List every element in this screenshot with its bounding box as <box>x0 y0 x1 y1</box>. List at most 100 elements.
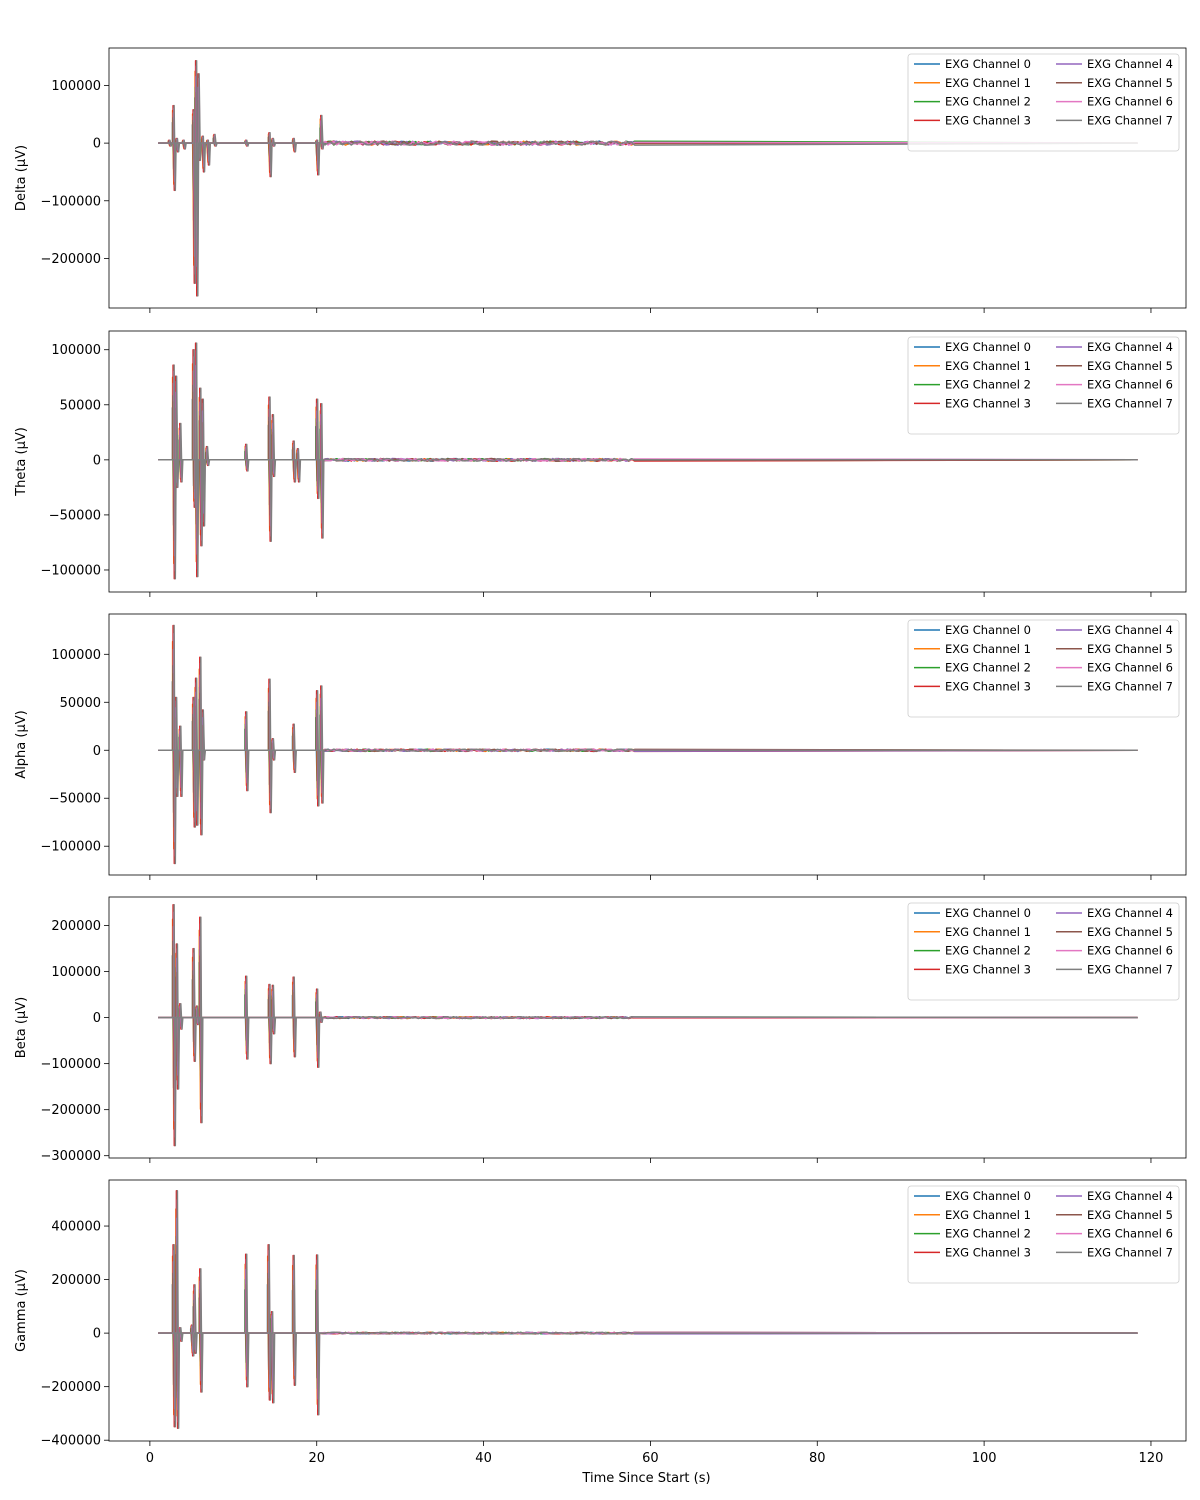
legend-entry: EXG Channel 6 <box>1087 661 1173 675</box>
legend-entry: EXG Channel 5 <box>1087 76 1173 90</box>
y-tick-label: 200000 <box>51 1273 101 1288</box>
y-axis-label: Gamma (µV) <box>14 1269 29 1352</box>
legend-entry: EXG Channel 0 <box>945 906 1031 920</box>
legend-entry: EXG Channel 0 <box>945 340 1031 354</box>
traces <box>158 624 1138 865</box>
legend-entry: EXG Channel 7 <box>1087 396 1173 410</box>
legend-entry: EXG Channel 5 <box>1087 642 1173 656</box>
legend-entry: EXG Channel 4 <box>1087 340 1173 354</box>
x-tick-label: 80 <box>809 1451 826 1466</box>
legend-entry: EXG Channel 1 <box>945 925 1031 939</box>
series-line-7 <box>158 59 1138 297</box>
legend-entry: EXG Channel 0 <box>945 623 1031 637</box>
y-tick-label: 200000 <box>51 919 101 934</box>
y-axis-label: Delta (µV) <box>14 145 29 211</box>
x-tick-label: 100 <box>972 1451 997 1466</box>
y-tick-label: −50000 <box>49 792 101 807</box>
panel-gamma: −400000 −200000 0 200000 400000 0 20 40 60 80 100 1… <box>14 1179 1187 1466</box>
x-axis-label: Time Since Start (s) <box>581 1471 710 1486</box>
axes-frame <box>108 47 1187 309</box>
legend-frame <box>907 619 1180 718</box>
legend-entry: EXG Channel 0 <box>945 1189 1031 1203</box>
x-tick-label: 40 <box>475 1451 492 1466</box>
legend-entry: EXG Channel 7 <box>1087 962 1173 976</box>
y-tick-label: 0 <box>93 1327 101 1342</box>
legend-entry: EXG Channel 3 <box>945 679 1031 693</box>
y-tick-label: 50000 <box>60 398 101 413</box>
legend-frame <box>907 336 1180 435</box>
series-line-7 <box>158 624 1138 865</box>
x-tick-label: 20 <box>308 1451 325 1466</box>
legend: EXG Channel 0 EXG Channel 1 EXG Channel 2 E… <box>907 619 1180 718</box>
y-tick-label: 100000 <box>51 648 101 663</box>
axes-frame <box>108 613 1187 876</box>
panel-delta: −200000 −100000 0 100000 Delta (µV) EXG Chann… <box>14 47 1187 313</box>
y-tick-label: −300000 <box>40 1149 101 1164</box>
legend-entry: EXG Channel 1 <box>945 1208 1031 1222</box>
y-axis-label: Theta (µV) <box>14 427 29 497</box>
traces <box>158 59 1138 297</box>
legend: EXG Channel 0 EXG Channel 1 EXG Channel 2 E… <box>907 902 1180 1001</box>
panel-alpha: −100000 −50000 0 50000 100000 Alpha (µV) EXG C… <box>14 613 1187 880</box>
legend-entry: EXG Channel 6 <box>1087 95 1173 109</box>
legend-frame <box>907 902 1180 1001</box>
legend-entry: EXG Channel 2 <box>945 378 1031 392</box>
y-tick-label: −400000 <box>40 1434 101 1449</box>
y-tick-label: −100000 <box>40 1057 101 1072</box>
x-tick-label: 120 <box>1139 1451 1164 1466</box>
y-tick-label: 50000 <box>60 696 101 711</box>
legend-entry: EXG Channel 2 <box>945 95 1031 109</box>
y-axis-label: Beta (µV) <box>14 997 29 1058</box>
traces <box>158 1189 1138 1429</box>
panel-beta: −300000 −200000 −100000 0 100000 200000 Beta (… <box>14 896 1187 1164</box>
axes-frame <box>108 896 1187 1159</box>
series-line-7 <box>158 342 1138 580</box>
y-tick-label: −100000 <box>40 840 101 855</box>
y-tick-label: 0 <box>93 453 101 468</box>
legend-entry: EXG Channel 4 <box>1087 1189 1173 1203</box>
legend-entry: EXG Channel 6 <box>1087 378 1173 392</box>
x-axis-label-group: Time Since Start (s) <box>581 1471 710 1486</box>
series-line-7 <box>158 1189 1138 1429</box>
legend-entry: EXG Channel 4 <box>1087 906 1173 920</box>
y-tick-label: −200000 <box>40 252 101 267</box>
legend-entry: EXG Channel 3 <box>945 396 1031 410</box>
y-tick-label: −200000 <box>40 1380 101 1395</box>
legend-entry: EXG Channel 4 <box>1087 57 1173 71</box>
legend: EXG Channel 0 EXG Channel 1 EXG Channel 2 E… <box>907 336 1180 435</box>
y-tick-label: −100000 <box>40 563 101 578</box>
legend-entry: EXG Channel 5 <box>1087 925 1173 939</box>
legend-entry: EXG Channel 7 <box>1087 113 1173 127</box>
y-tick-label: 400000 <box>51 1220 101 1235</box>
legend-entry: EXG Channel 5 <box>1087 359 1173 373</box>
traces <box>158 904 1138 1147</box>
legend-entry: EXG Channel 1 <box>945 359 1031 373</box>
legend-entry: EXG Channel 2 <box>945 944 1031 958</box>
y-tick-label: −100000 <box>40 194 101 209</box>
legend-entry: EXG Channel 6 <box>1087 944 1173 958</box>
legend-entry: EXG Channel 1 <box>945 642 1031 656</box>
legend-entry: EXG Channel 5 <box>1087 1208 1173 1222</box>
series-line-7 <box>158 904 1138 1147</box>
legend-entry: EXG Channel 1 <box>945 76 1031 90</box>
axes-frame <box>108 1179 1187 1442</box>
legend: EXG Channel 0 EXG Channel 1 EXG Channel 2 E… <box>907 53 1180 152</box>
legend-entry: EXG Channel 0 <box>945 57 1031 71</box>
y-tick-label: 0 <box>93 137 101 152</box>
legend-entry: EXG Channel 3 <box>945 962 1031 976</box>
legend-entry: EXG Channel 3 <box>945 113 1031 127</box>
legend-entry: EXG Channel 2 <box>945 661 1031 675</box>
legend-entry: EXG Channel 6 <box>1087 1227 1173 1241</box>
panel-theta: −100000 −50000 0 50000 100000 Theta (µV) EXG C… <box>14 330 1187 597</box>
axes-frame <box>108 330 1187 593</box>
y-tick-label: −50000 <box>49 508 101 523</box>
y-axis-label: Alpha (µV) <box>14 710 29 778</box>
legend-entry: EXG Channel 7 <box>1087 1245 1173 1259</box>
y-tick-label: 100000 <box>51 343 101 358</box>
x-tick-label: 0 <box>146 1451 154 1466</box>
traces <box>158 342 1138 580</box>
legend-entry: EXG Channel 2 <box>945 1227 1031 1241</box>
legend-entry: EXG Channel 7 <box>1087 679 1173 693</box>
y-tick-label: 100000 <box>51 79 101 94</box>
